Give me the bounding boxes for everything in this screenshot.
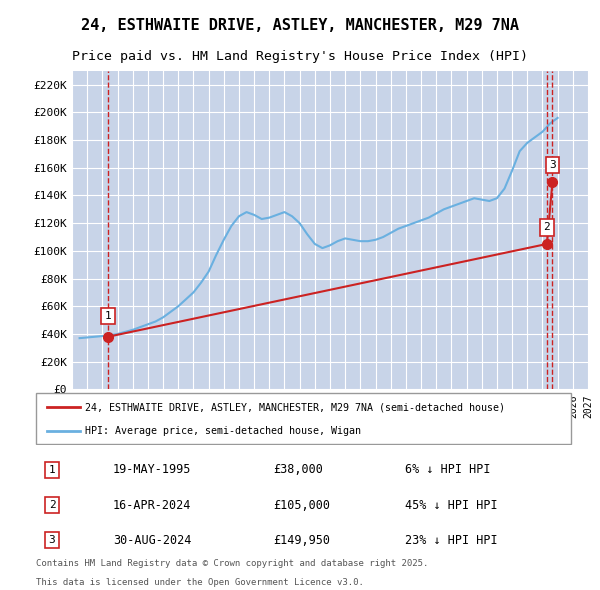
Text: 24, ESTHWAITE DRIVE, ASTLEY, MANCHESTER, M29 7NA (semi-detached house): 24, ESTHWAITE DRIVE, ASTLEY, MANCHESTER,… bbox=[85, 402, 505, 412]
Text: 3: 3 bbox=[49, 535, 55, 545]
Text: HPI: Average price, semi-detached house, Wigan: HPI: Average price, semi-detached house,… bbox=[85, 425, 361, 435]
Text: 2: 2 bbox=[544, 222, 550, 232]
Text: This data is licensed under the Open Government Licence v3.0.: This data is licensed under the Open Gov… bbox=[35, 578, 364, 586]
Text: 16-APR-2024: 16-APR-2024 bbox=[113, 499, 191, 512]
FancyBboxPatch shape bbox=[35, 394, 571, 444]
Text: 3: 3 bbox=[549, 160, 556, 170]
Text: 45% ↓ HPI HPI: 45% ↓ HPI HPI bbox=[406, 499, 498, 512]
Text: £38,000: £38,000 bbox=[273, 463, 323, 477]
Text: Price paid vs. HM Land Registry's House Price Index (HPI): Price paid vs. HM Land Registry's House … bbox=[72, 50, 528, 63]
Text: 23% ↓ HPI HPI: 23% ↓ HPI HPI bbox=[406, 533, 498, 547]
Text: 19-MAY-1995: 19-MAY-1995 bbox=[113, 463, 191, 477]
Text: 1: 1 bbox=[49, 465, 55, 475]
Text: Contains HM Land Registry data © Crown copyright and database right 2025.: Contains HM Land Registry data © Crown c… bbox=[35, 559, 428, 568]
Text: 1: 1 bbox=[105, 311, 112, 321]
Text: 6% ↓ HPI HPI: 6% ↓ HPI HPI bbox=[406, 463, 491, 477]
Text: 24, ESTHWAITE DRIVE, ASTLEY, MANCHESTER, M29 7NA: 24, ESTHWAITE DRIVE, ASTLEY, MANCHESTER,… bbox=[81, 18, 519, 32]
Text: £105,000: £105,000 bbox=[273, 499, 330, 512]
Text: 2: 2 bbox=[49, 500, 55, 510]
Text: 30-AUG-2024: 30-AUG-2024 bbox=[113, 533, 191, 547]
Text: £149,950: £149,950 bbox=[273, 533, 330, 547]
